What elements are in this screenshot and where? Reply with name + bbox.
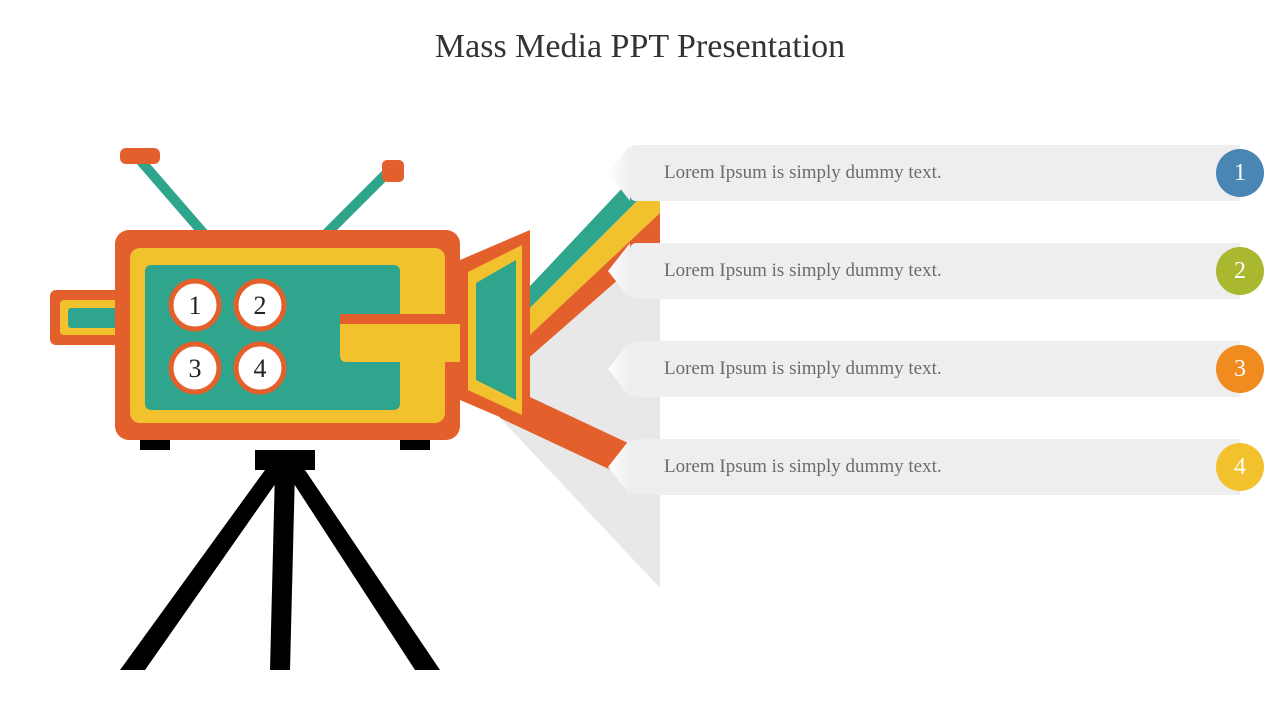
number-badge: 3 (1216, 345, 1264, 393)
dial-3-label: 3 (189, 354, 202, 383)
number-badge: 4 (1216, 443, 1264, 491)
dial-4-label: 4 (254, 354, 267, 383)
number-badge: 2 (1216, 247, 1264, 295)
list-item-text: Lorem Ipsum is simply dummy text. (664, 456, 1240, 478)
list-item-text: Lorem Ipsum is simply dummy text. (664, 260, 1240, 282)
list-item: Lorem Ipsum is simply dummy text. 3 (630, 341, 1240, 397)
list-item-text: Lorem Ipsum is simply dummy text. (664, 358, 1240, 380)
camera-illustration: 1 2 3 4 (30, 130, 590, 690)
number-badge: 1 (1216, 149, 1264, 197)
slide-title: Mass Media PPT Presentation (0, 28, 1280, 66)
list-item: Lorem Ipsum is simply dummy text. 4 (630, 439, 1240, 495)
list-item: Lorem Ipsum is simply dummy text. 1 (630, 145, 1240, 201)
dial-2-label: 2 (254, 291, 267, 320)
slide: Mass Media PPT Presentation (0, 0, 1280, 720)
dial-1-label: 1 (189, 291, 202, 320)
item-list: Lorem Ipsum is simply dummy text. 1 Lore… (630, 145, 1240, 537)
list-item-text: Lorem Ipsum is simply dummy text. (664, 162, 1240, 184)
list-item: Lorem Ipsum is simply dummy text. 2 (630, 243, 1240, 299)
